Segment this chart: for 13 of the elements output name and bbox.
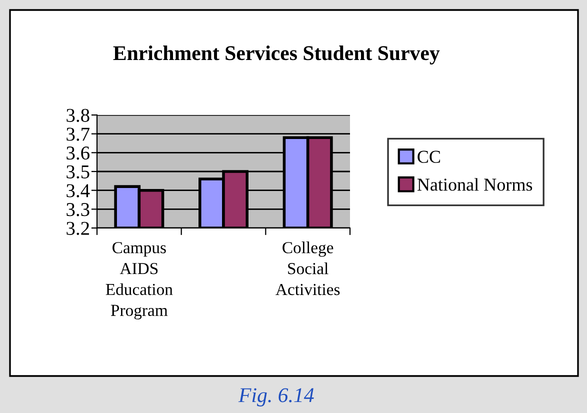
- legend-label: CC: [418, 150, 440, 163]
- y-tick-label: 3.5: [66, 165, 90, 179]
- caption: Fig. 6.14: [238, 388, 314, 406]
- y-tick-label: 3.3: [66, 203, 90, 216]
- x-tick-label: College Social Activities: [276, 242, 340, 296]
- chart-title: Enrichment Services Student Survey: [113, 46, 440, 64]
- y-tick-label: 3.8: [66, 108, 90, 122]
- legend-label: National Norms: [417, 178, 532, 191]
- y-tick-label: 3.2: [66, 222, 89, 236]
- y-tick-label: 3.6: [66, 146, 90, 160]
- y-tick-label: 3.4: [66, 184, 90, 198]
- y-tick-label: 3.7: [66, 128, 90, 141]
- x-tick-label: Campus AIDS Education Program: [106, 242, 173, 320]
